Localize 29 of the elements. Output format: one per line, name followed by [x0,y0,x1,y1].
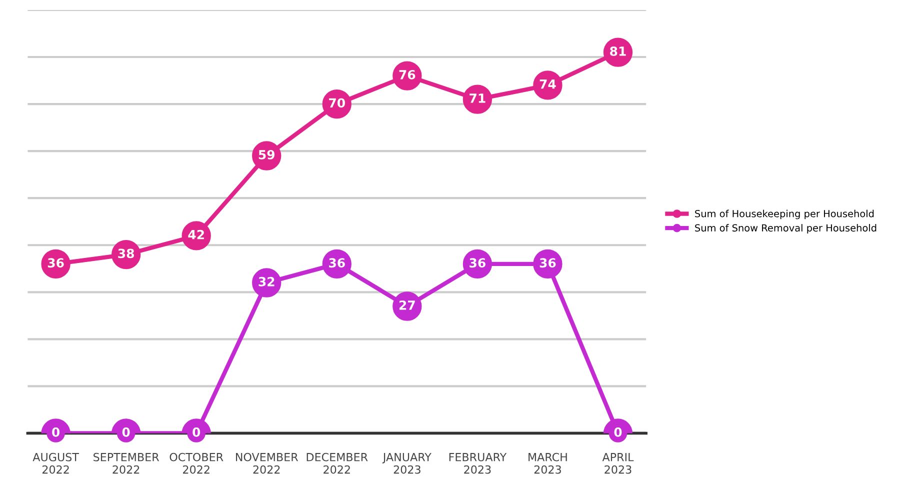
data-label: 36 [48,258,64,268]
data-label: 38 [118,248,134,258]
data-label: 81 [610,46,626,56]
legend-label: Sum of Housekeeping per Household [695,210,874,220]
data-label: 32 [258,276,274,286]
x-tick-label: NOVEMBER 2022 [236,452,298,474]
x-tick-label: JANUARY 2023 [382,453,432,474]
data-label: 36 [470,258,486,268]
data-label: 0 [122,427,130,437]
data-label: 59 [258,150,275,160]
data-label: 0 [52,427,60,437]
data-label: 42 [188,230,204,240]
x-tick-label: APRIL 2023 [602,453,634,474]
x-tick-label: OCTOBER 2022 [170,452,224,474]
x-tick-label: MARCH 2023 [528,452,567,474]
data-label: 36 [540,258,556,268]
data-label: 0 [614,427,622,437]
legend-label: Sum of Snow Removal per Household [695,224,876,234]
x-tick-label: FEBRUARY 2023 [449,453,507,474]
x-tick-label: DECEMBER 2022 [306,452,368,474]
data-label: 71 [470,94,486,103]
x-tick-label: SEPTEMBER 2022 [94,452,160,474]
data-label: 70 [329,98,345,108]
x-tick-label: AUGUST 2022 [32,452,79,474]
data-label: 76 [399,70,416,80]
data-label: 74 [540,80,556,89]
data-label: 36 [329,258,345,268]
data-label: 27 [399,300,415,310]
data-label: 0 [192,427,200,437]
